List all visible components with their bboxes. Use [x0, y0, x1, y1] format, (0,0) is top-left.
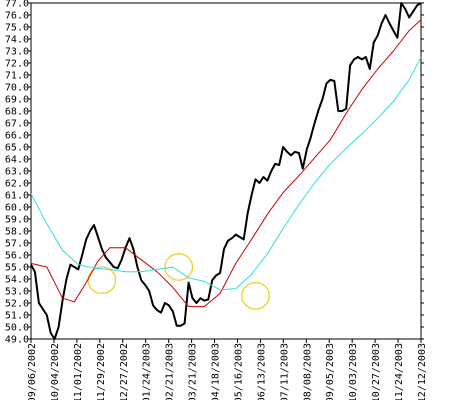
series-line-2	[30, 56, 422, 291]
x-tick-label: 11/01/2002	[73, 343, 84, 400]
y-tick-label: 66.0	[5, 131, 29, 142]
annotation-layer	[87, 253, 270, 310]
y-tick-label: 55.0	[5, 263, 29, 274]
x-tick-label: 11/24/2003	[394, 343, 405, 400]
y-tick-label: 73.0	[5, 47, 29, 58]
y-tick-label: 51.0	[5, 311, 29, 322]
x-tick-label: 09/05/2003	[325, 343, 336, 400]
x-tick-label: 12/27/2002	[119, 343, 130, 400]
y-tick-label: 77.0	[5, 0, 29, 10]
x-tick-label: 09/06/2002	[27, 343, 38, 400]
y-tick-label: 64.0	[5, 155, 29, 166]
x-tick-label: 07/11/2003	[279, 343, 290, 400]
y-tick-label: 58.0	[5, 227, 29, 238]
y-tick-label: 61.0	[5, 191, 29, 202]
y-tick-label: 68.0	[5, 107, 29, 118]
y-tick-label: 53.0	[5, 287, 29, 298]
y-tick-label: 76.0	[5, 11, 29, 22]
y-tick-label: 67.0	[5, 119, 29, 130]
x-tick-label: 06/13/2003	[256, 343, 267, 400]
x-tick-label: 08/08/2003	[302, 343, 313, 400]
highlight-ellipse	[241, 281, 270, 310]
y-tick-label: 52.0	[5, 299, 29, 310]
y-tick-label: 75.0	[5, 23, 29, 34]
y-axis: 49.050.051.052.053.054.055.056.057.058.0…	[5, 0, 424, 346]
x-axis: 09/06/2002 10/04/2002 11/01/2002 11/29/2002…	[27, 339, 428, 400]
y-tick-label: 63.0	[5, 167, 29, 178]
y-tick-label: 74.0	[5, 35, 29, 46]
x-tick-label: 04/18/2003	[211, 343, 222, 400]
x-tick-label: 03/21/2003	[188, 343, 199, 400]
plot-area	[30, 2, 422, 340]
x-tick-label: 12/12/2003	[417, 343, 428, 400]
series-line-0	[30, 2, 422, 340]
series-layer	[30, 2, 422, 340]
x-tick-label: 10/27/2003	[371, 343, 382, 400]
y-tick-label: 57.0	[5, 239, 29, 250]
highlight-ellipse	[164, 253, 194, 281]
y-tick-label: 65.0	[5, 143, 29, 154]
y-tick-label: 62.0	[5, 179, 29, 190]
y-tick-label: 72.0	[5, 59, 29, 70]
y-tick-label: 56.0	[5, 251, 29, 262]
y-tick-label: 50.0	[5, 323, 29, 334]
series-line-1	[30, 19, 422, 308]
x-tick-label: 11/29/2002	[96, 343, 107, 400]
x-tick-label: 02/21/2003	[165, 343, 176, 400]
y-tick-label: 60.0	[5, 203, 29, 214]
y-tick-label: 69.0	[5, 95, 29, 106]
y-tick-label: 59.0	[5, 215, 29, 226]
y-tick-label: 49.0	[5, 335, 29, 346]
x-tick-label: 05/16/2003	[233, 343, 244, 400]
y-tick-label: 54.0	[5, 275, 29, 286]
x-tick-label: 10/04/2002	[50, 343, 61, 400]
y-tick-label: 71.0	[5, 71, 29, 82]
x-tick-label: 01/24/2003	[142, 343, 153, 400]
x-tick-label: 10/03/2003	[348, 343, 359, 400]
y-tick-label: 70.0	[5, 83, 29, 94]
highlight-ellipse	[87, 266, 117, 295]
